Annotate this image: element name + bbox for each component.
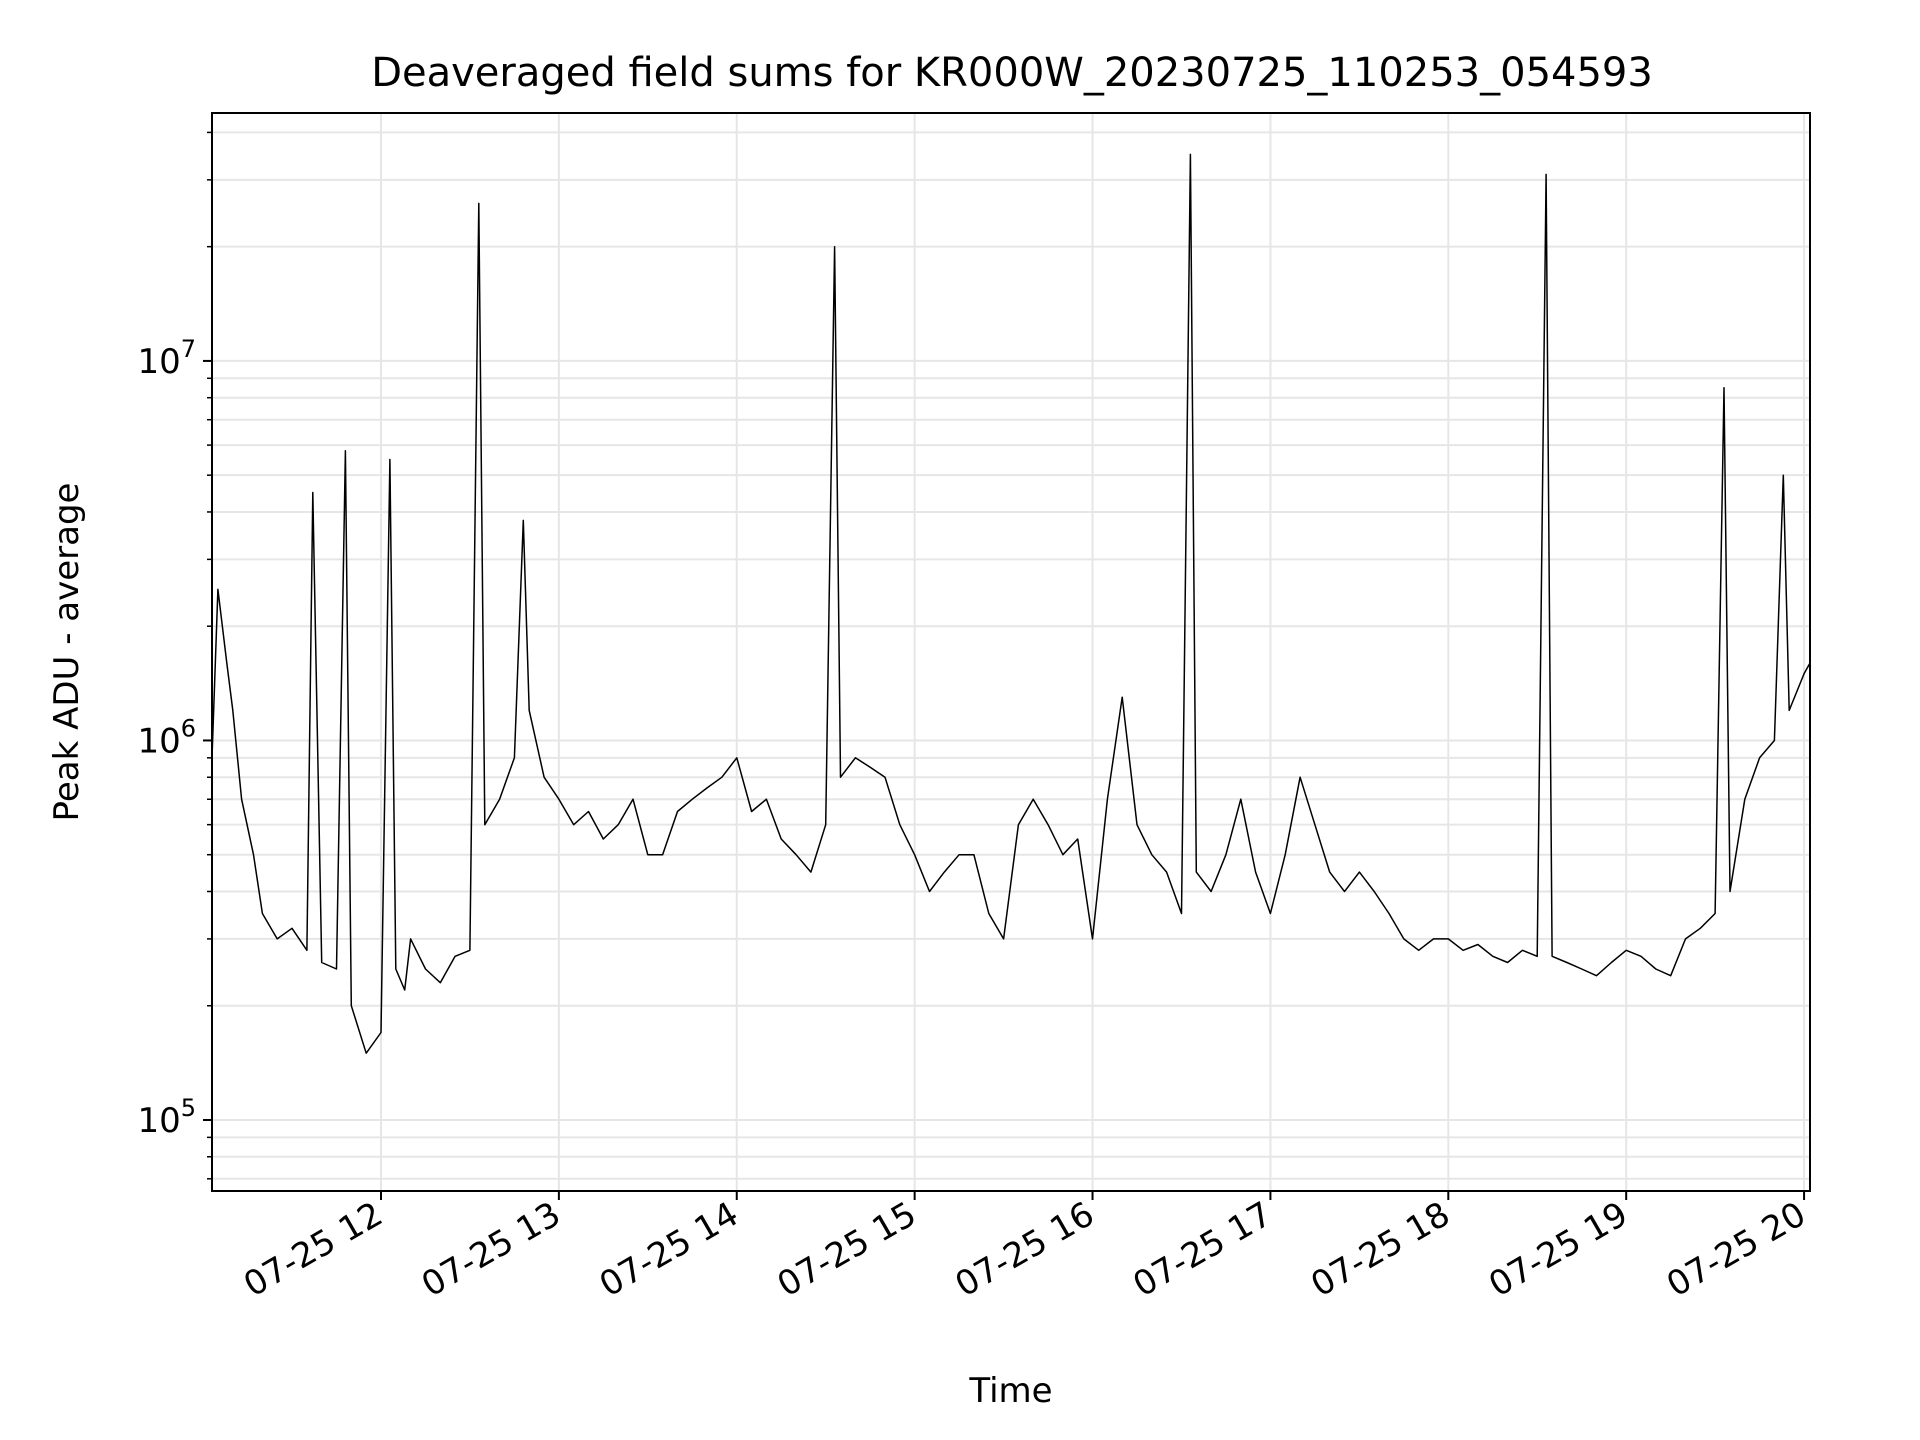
x-axis-label: Time — [968, 1371, 1052, 1411]
x-tick-label: 07-25 17 — [1127, 1194, 1279, 1305]
y-axis-label: Peak ADU - average — [47, 483, 87, 822]
y-tick-label: 105 — [137, 1094, 196, 1141]
chart-title: Deaveraged field sums for KR000W_2023072… — [371, 50, 1653, 96]
x-tick-label: 07-25 12 — [237, 1194, 389, 1305]
y-tick-label: 107 — [137, 335, 196, 382]
plot-frame — [211, 112, 1811, 1192]
x-tick-label: 07-25 18 — [1304, 1194, 1456, 1305]
tick-marks — [203, 131, 1806, 1200]
x-tick-label: 07-25 13 — [415, 1194, 567, 1305]
x-tick-label: 07-25 15 — [771, 1194, 923, 1305]
series-line — [211, 153, 1811, 1054]
grid-lines — [212, 113, 1810, 1191]
x-tick-label: 07-25 14 — [593, 1194, 745, 1305]
x-tick-label: 07-25 19 — [1482, 1194, 1634, 1305]
x-tick-label: 07-25 20 — [1660, 1194, 1812, 1305]
series-layer — [211, 153, 1811, 1054]
x-tick-label: 07-25 16 — [949, 1194, 1101, 1305]
y-tick-label: 106 — [137, 714, 196, 761]
